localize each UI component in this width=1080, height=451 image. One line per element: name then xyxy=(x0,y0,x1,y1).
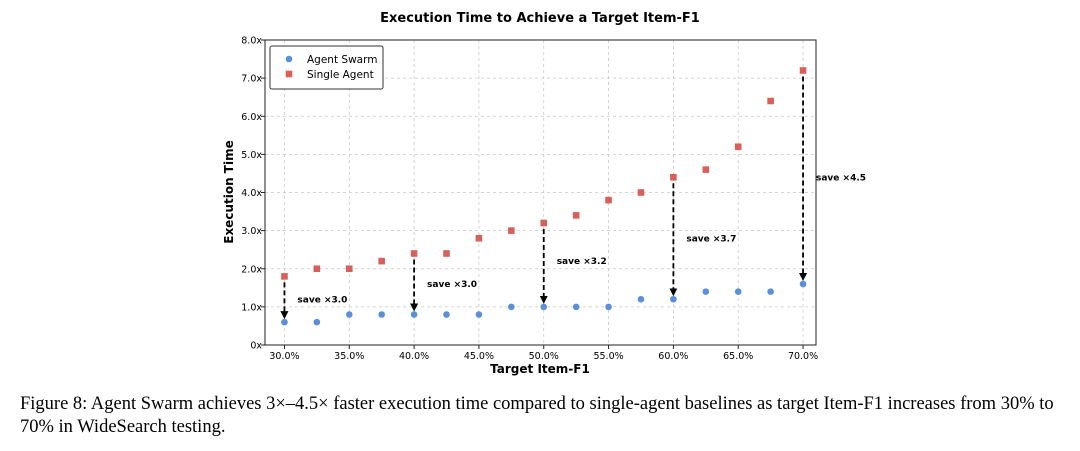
single-agent-point xyxy=(443,250,450,257)
single-agent-point xyxy=(734,143,742,151)
single-agent-point xyxy=(508,227,515,234)
legend-label-agent-swarm: Agent Swarm xyxy=(307,54,377,66)
agent-swarm-point xyxy=(345,311,353,318)
single-agent-point xyxy=(670,173,677,181)
single-agent-point xyxy=(378,257,385,265)
agent-swarm-point xyxy=(605,303,612,311)
agent-swarm-point xyxy=(572,303,580,311)
agent-swarm-point xyxy=(410,311,418,318)
y-tick-label: 4.0x xyxy=(241,188,262,199)
save-annotation: save ×3.2 xyxy=(557,257,607,267)
y-tick-label: 8.0x xyxy=(241,36,262,47)
x-axis-label: Target Item-F1 xyxy=(490,362,590,376)
agent-swarm-point xyxy=(767,288,774,295)
single-agent-point xyxy=(475,234,483,242)
x-tick-label: 55.0% xyxy=(593,351,623,362)
single-agent-point xyxy=(540,219,548,227)
single-agent-point xyxy=(281,273,288,280)
scatter-chart: Execution Time to Achieve a Target Item-… xyxy=(222,11,867,376)
y-tick-label: 7.0x xyxy=(241,74,262,85)
x-tick-label: 45.0% xyxy=(464,351,494,362)
single-agent-point xyxy=(313,265,321,273)
y-tick-label: 2.0x xyxy=(241,264,262,275)
agent-swarm-point xyxy=(799,280,807,288)
y-tick-label: 3.0x xyxy=(241,226,262,237)
agent-swarm-point xyxy=(281,318,288,326)
agent-swarm-point xyxy=(637,295,645,303)
agent-swarm-point xyxy=(378,311,385,318)
legend-label-single-agent: Single Agent xyxy=(307,69,374,81)
single-agent-point xyxy=(572,212,580,219)
x-tick-label: 70.0% xyxy=(788,351,818,362)
x-tick-label: 40.0% xyxy=(399,351,429,362)
x-tick-label: 30.0% xyxy=(269,351,299,362)
single-agent-point xyxy=(637,189,645,196)
y-axis-label: Execution Time xyxy=(222,140,236,244)
y-tick-label: 0x xyxy=(250,341,262,352)
legend: Agent Swarm Single Agent xyxy=(269,45,384,90)
x-tick-label: 65.0% xyxy=(723,351,753,362)
x-tick-label: 50.0% xyxy=(529,351,559,362)
agent-swarm-point xyxy=(475,311,483,318)
y-tick-label: 1.0x xyxy=(241,302,262,313)
figure-caption: Figure 8: Agent Swarm achieves 3×–4.5× f… xyxy=(20,394,1054,437)
y-tick-label: 6.0x xyxy=(241,112,262,123)
legend-marker-single-agent xyxy=(285,70,293,78)
agent-swarm-point xyxy=(540,303,548,311)
agent-swarm-point xyxy=(313,318,321,326)
single-agent-point xyxy=(605,196,612,204)
x-tick-label: 35.0% xyxy=(334,351,364,362)
single-agent-point xyxy=(767,97,774,105)
legend-marker-agent-swarm xyxy=(285,55,293,63)
single-agent-point xyxy=(345,265,353,273)
single-agent-point xyxy=(410,250,418,257)
save-annotation: save ×3.0 xyxy=(297,295,347,305)
save-annotation: save ×3.7 xyxy=(686,234,736,244)
y-tick-label: 5.0x xyxy=(241,150,262,161)
agent-swarm-point xyxy=(670,295,677,303)
agent-swarm-point xyxy=(443,311,450,318)
single-agent-point xyxy=(799,67,807,74)
single-agent-point xyxy=(702,166,710,173)
agent-swarm-point xyxy=(702,288,710,295)
x-tick-label: 60.0% xyxy=(658,351,688,362)
agent-swarm-point xyxy=(508,303,515,311)
save-annotation: save ×3.0 xyxy=(427,280,477,290)
chart-title: Execution Time to Achieve a Target Item-… xyxy=(380,11,700,26)
agent-swarm-point xyxy=(734,288,742,295)
save-annotation: save ×4.5 xyxy=(816,173,866,183)
